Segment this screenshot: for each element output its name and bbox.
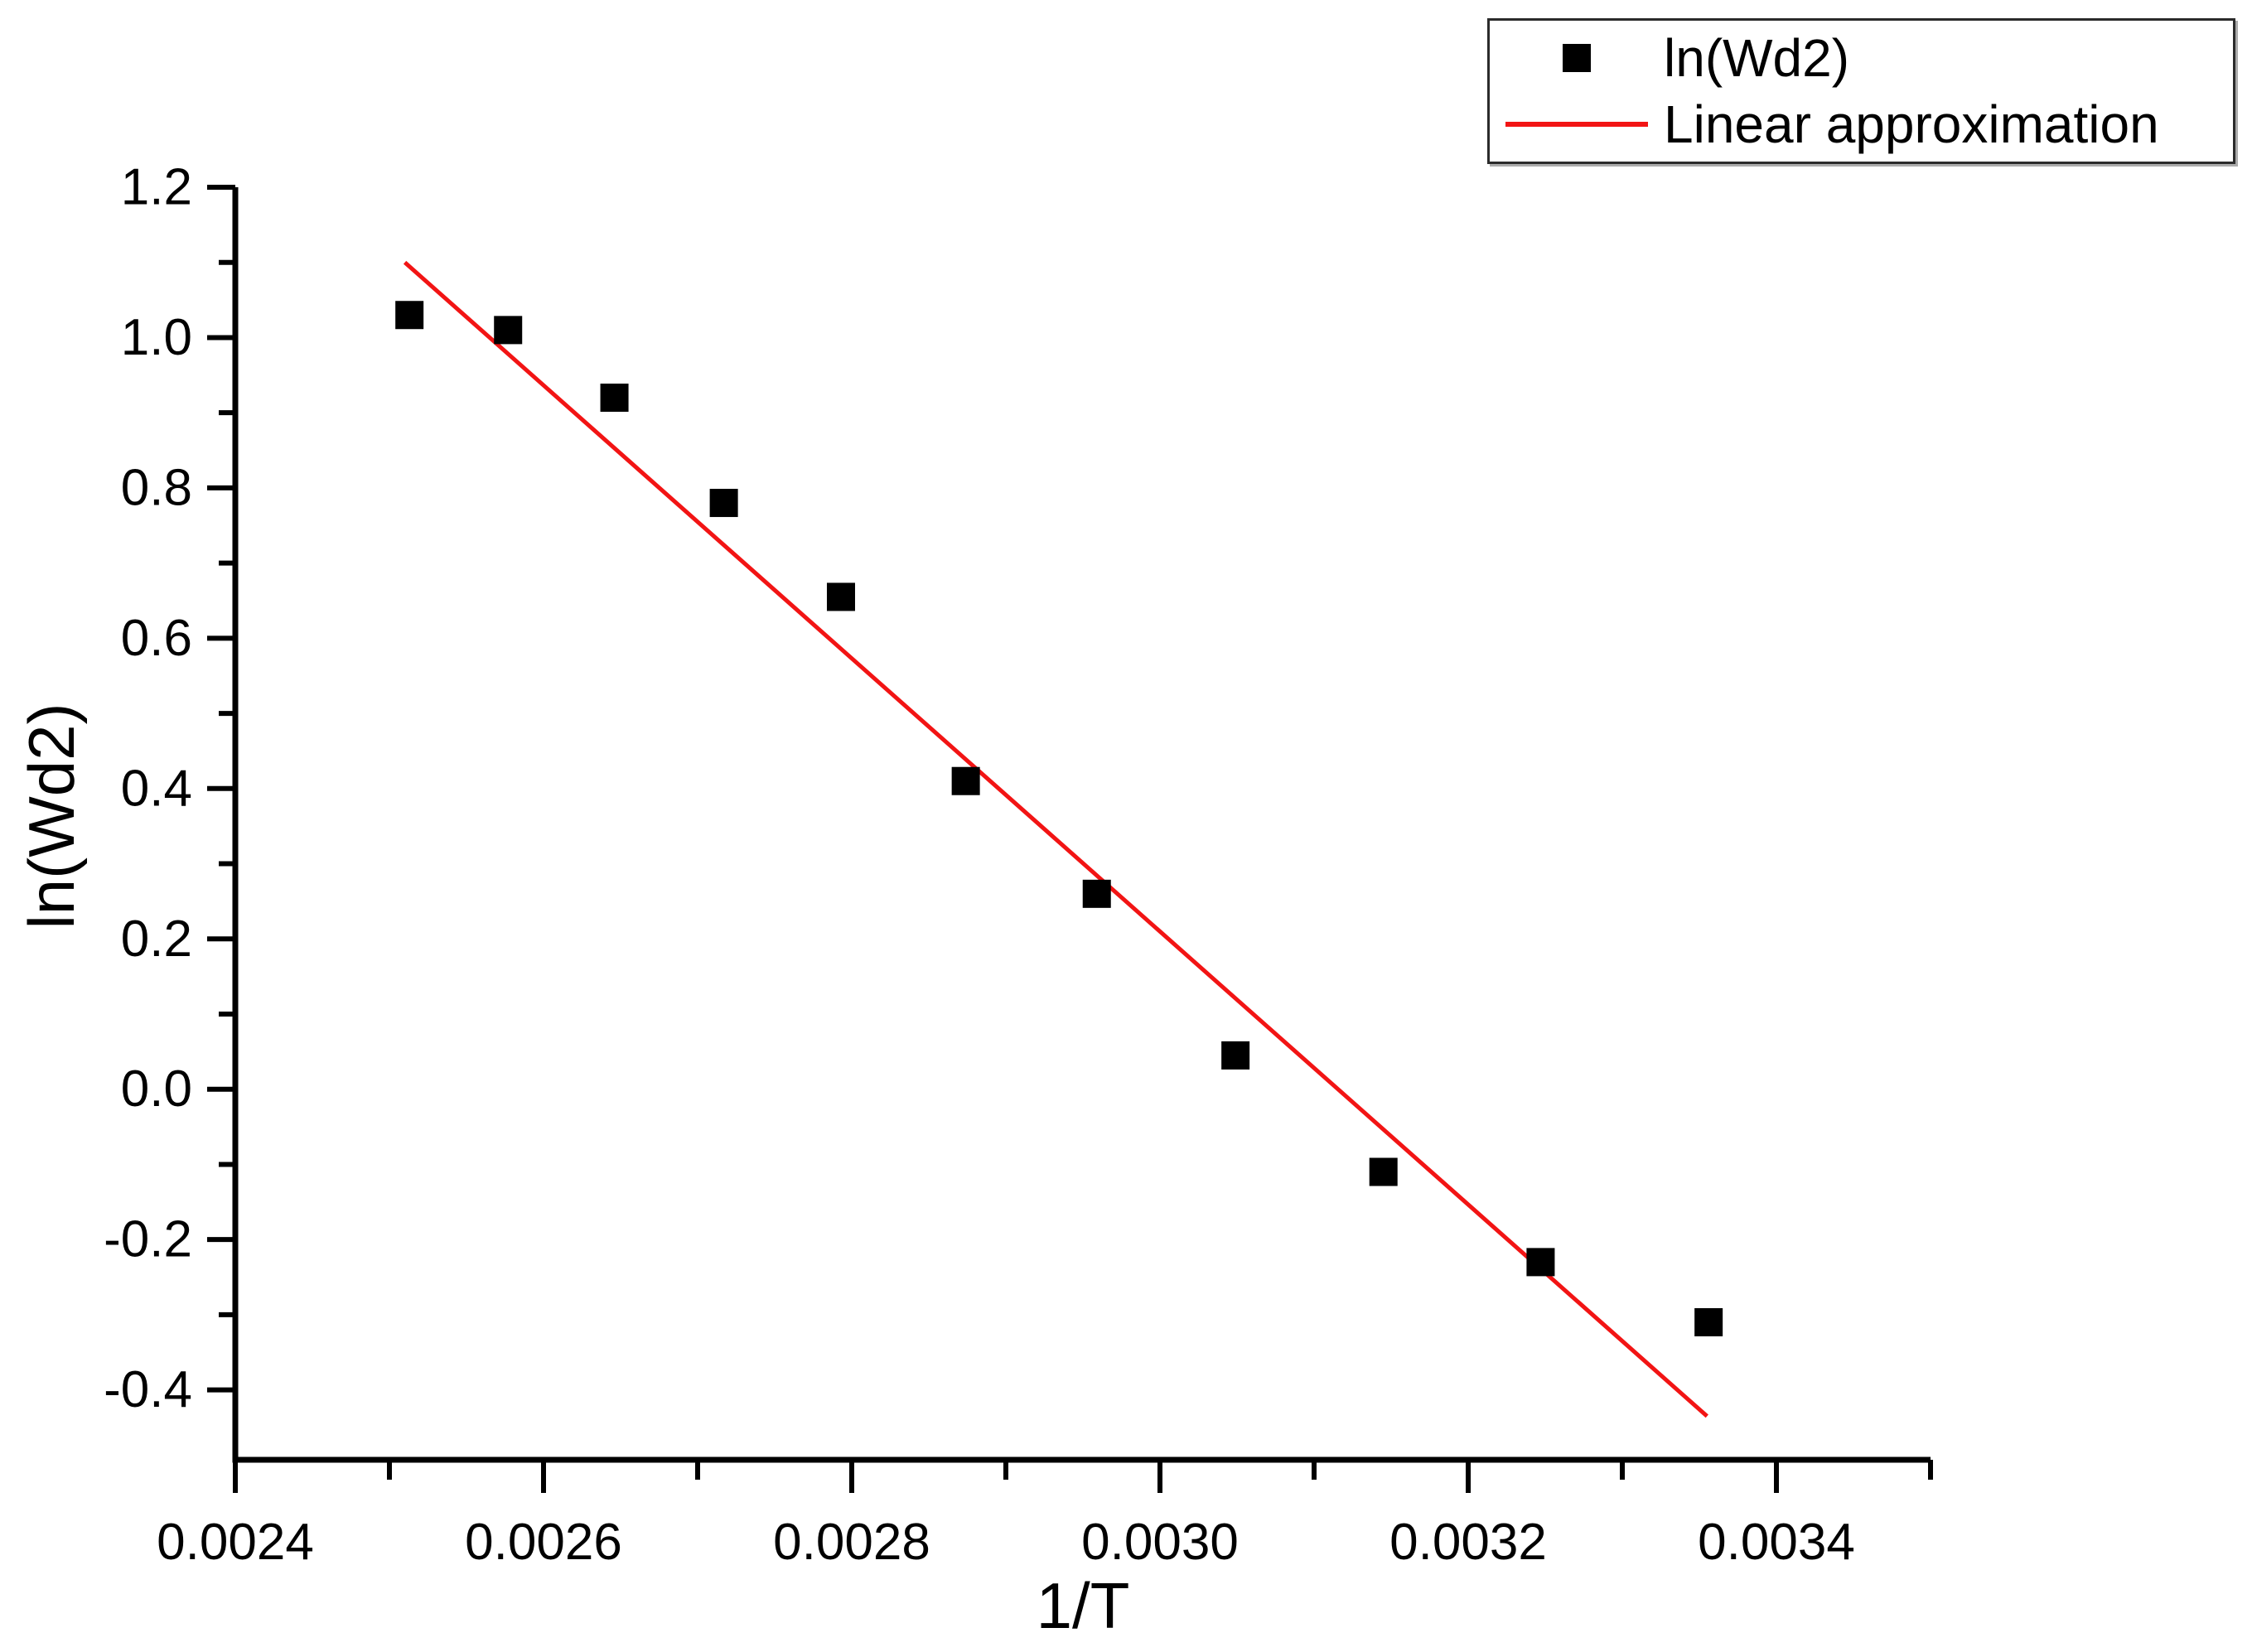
data-point-square <box>395 301 424 330</box>
data-point-square <box>709 489 738 518</box>
y-tick-label: -0.2 <box>104 1211 192 1268</box>
y-tick-label: 1.2 <box>121 159 192 216</box>
data-point-square <box>951 766 980 795</box>
x-axis-title: 1/T <box>1036 1569 1130 1642</box>
y-tick-label: 1.0 <box>121 309 192 366</box>
y-tick-label: 0.8 <box>121 459 192 516</box>
x-tick-label: 0.0034 <box>1698 1514 1855 1571</box>
data-point-square <box>1369 1157 1398 1186</box>
legend-line-marker-icon <box>1505 122 1648 127</box>
y-tick-label: 0.2 <box>121 911 192 968</box>
y-tick-label: -0.4 <box>104 1361 192 1418</box>
data-point-square <box>826 582 855 611</box>
legend-label-scatter: ln(Wd2) <box>1664 28 1850 88</box>
legend-item-scatter: ln(Wd2) <box>1490 25 2233 91</box>
y-tick-label: 0.0 <box>121 1060 192 1118</box>
legend-symbol-cell <box>1490 44 1664 72</box>
x-tick-label: 0.0026 <box>465 1514 622 1571</box>
x-tick-label: 0.0028 <box>773 1514 930 1571</box>
data-point-square <box>1221 1041 1250 1070</box>
x-tick-label: 0.0024 <box>157 1514 314 1571</box>
y-tick-label: 0.4 <box>121 760 192 817</box>
data-point-square <box>1526 1248 1555 1277</box>
linear-approximation-line <box>403 260 1708 1418</box>
legend-label-line: Linear approximation <box>1664 94 2159 154</box>
x-tick-label: 0.0032 <box>1389 1514 1547 1571</box>
x-tick-label: 0.0030 <box>1081 1514 1239 1571</box>
legend-square-marker-icon <box>1563 44 1591 72</box>
data-point-square <box>494 316 523 345</box>
data-point-square <box>1082 879 1111 908</box>
legend-item-line: Linear approximation <box>1490 91 2233 157</box>
y-tick-label: 0.6 <box>121 610 192 667</box>
legend-symbol-cell <box>1490 122 1664 127</box>
data-point-square <box>1694 1307 1723 1336</box>
data-point-square <box>600 384 629 413</box>
y-axis-title: ln(Wd2) <box>15 703 88 930</box>
legend: ln(Wd2) Linear approximation <box>1487 18 2235 164</box>
